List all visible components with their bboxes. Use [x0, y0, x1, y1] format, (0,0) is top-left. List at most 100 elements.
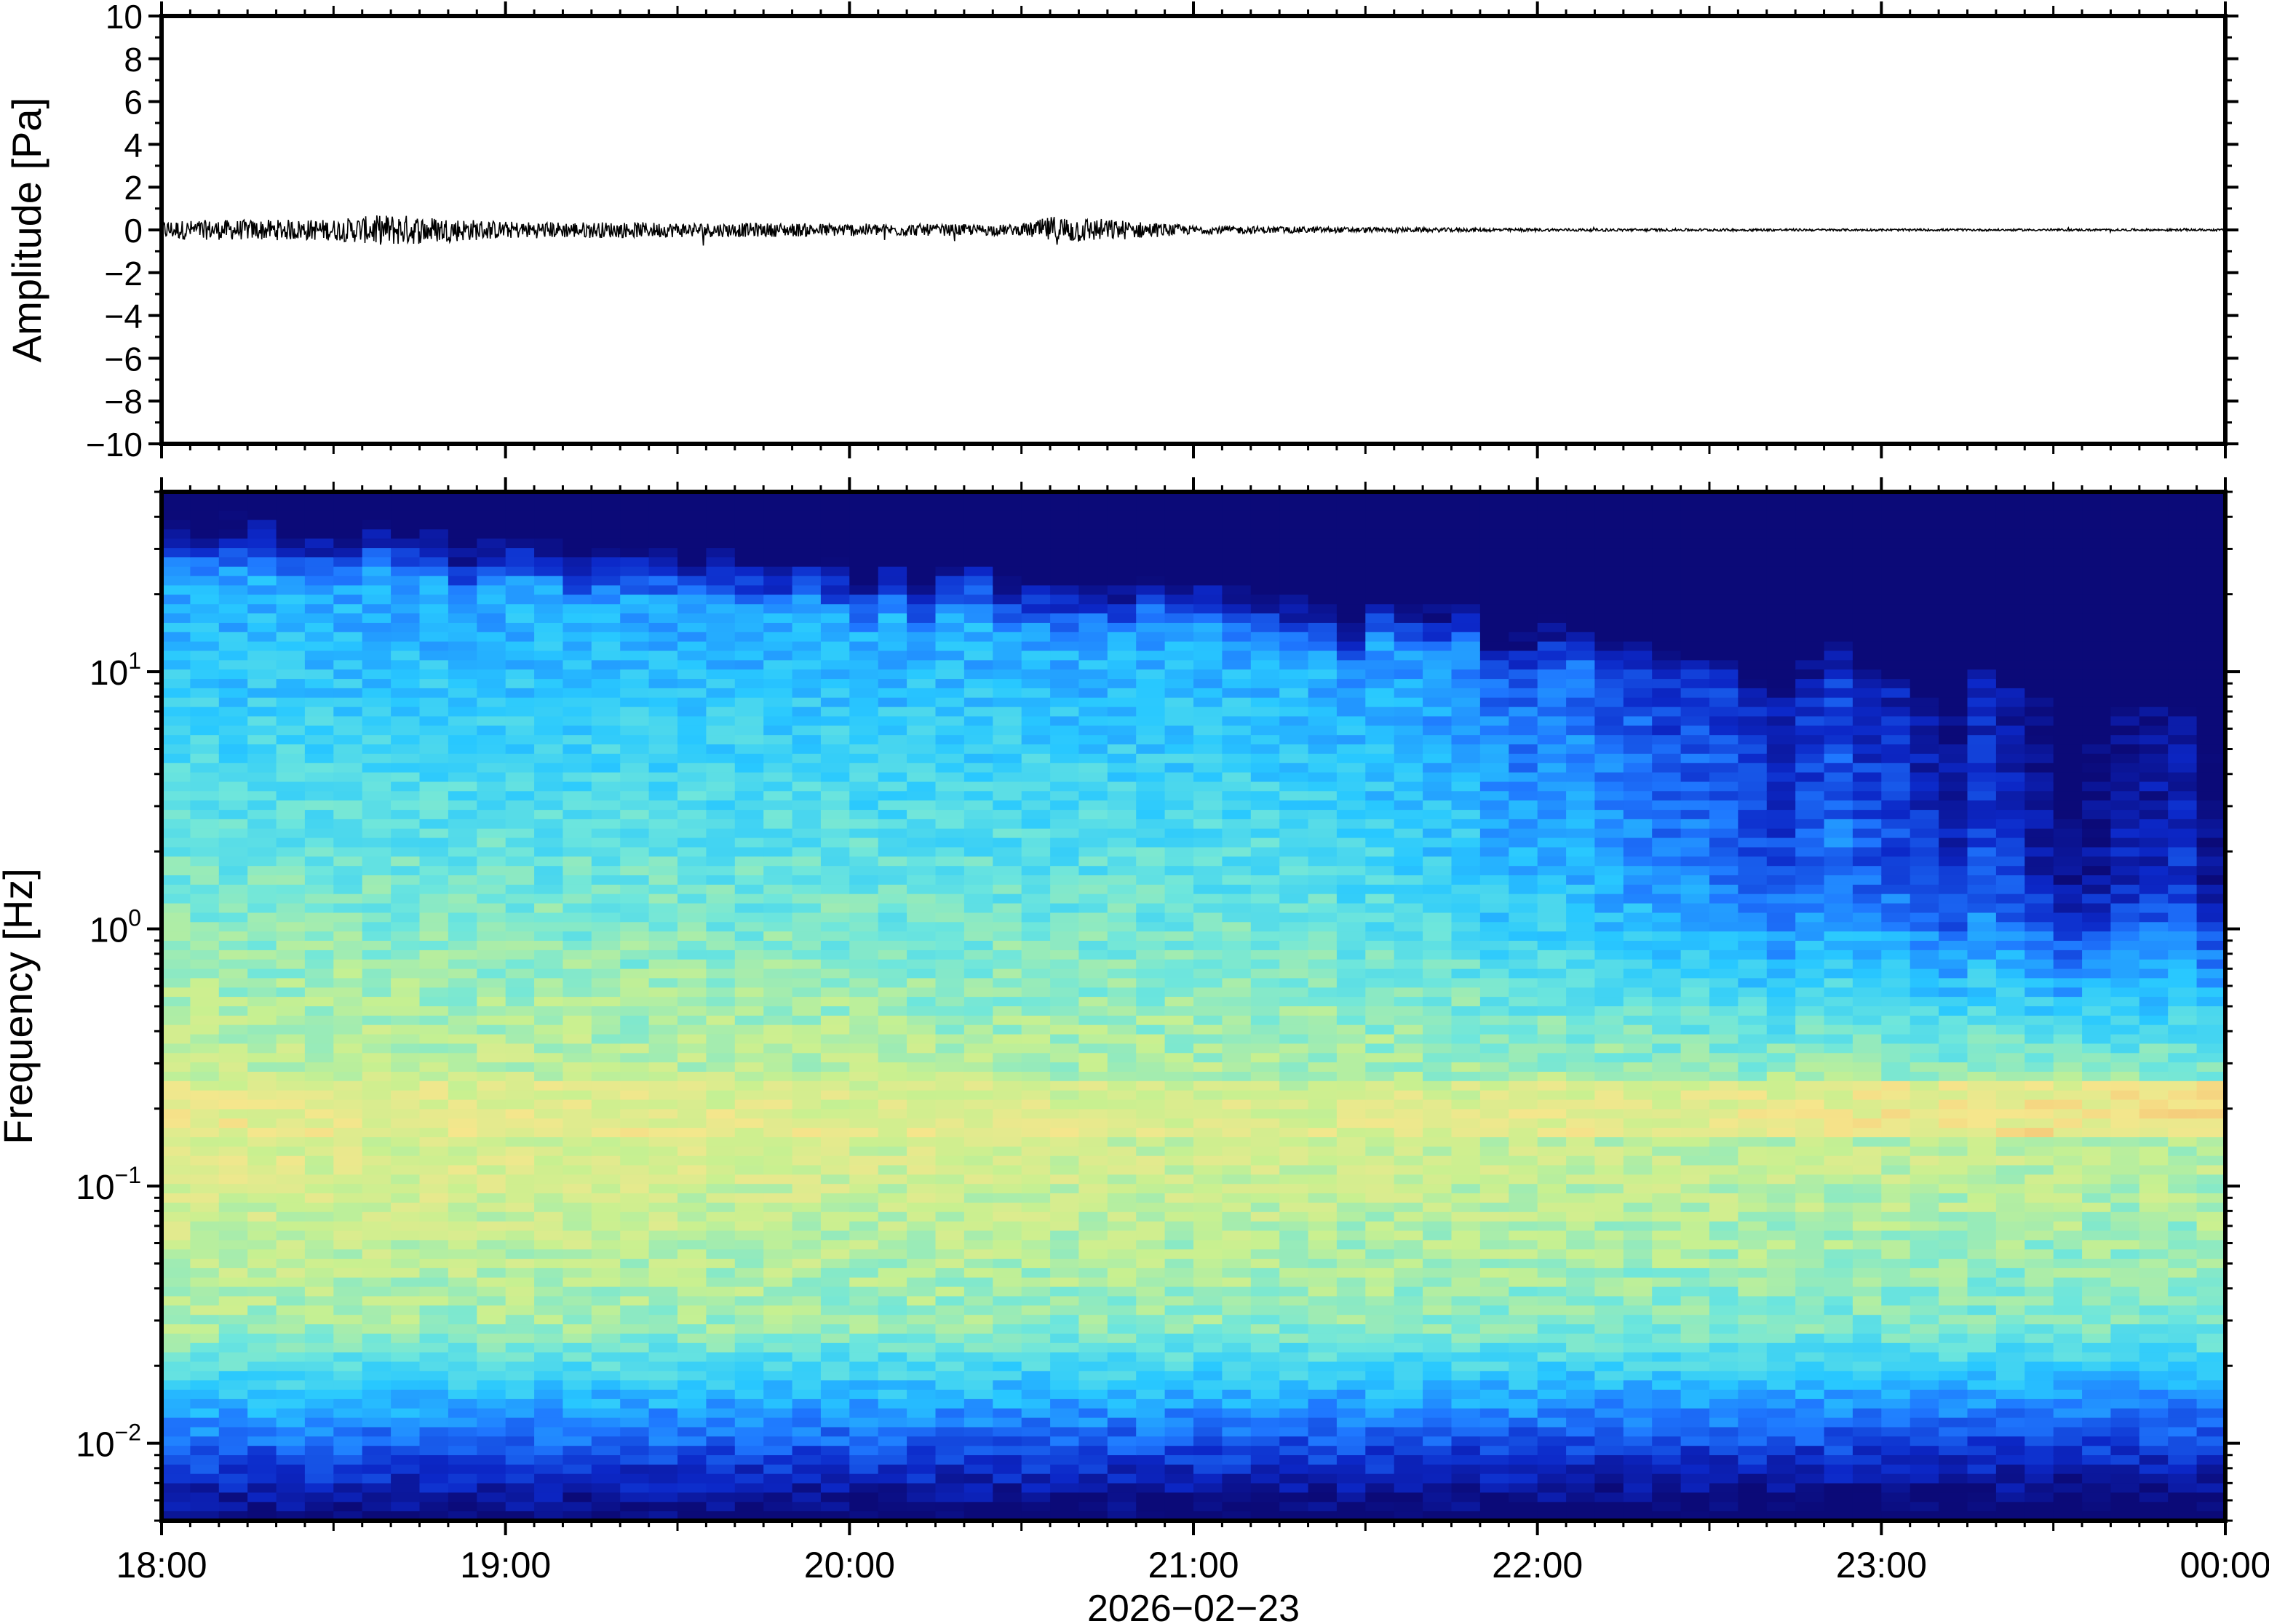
spectrogram-cell	[792, 903, 822, 914]
spectrogram-cell	[1078, 1221, 1108, 1232]
spectrogram-cell	[333, 501, 363, 512]
spectrogram-cell	[162, 941, 191, 951]
spectrogram-cell	[505, 1390, 535, 1400]
spectrogram-cell	[1279, 800, 1309, 811]
spectrogram-cell	[362, 1259, 392, 1269]
spectrogram-cell	[792, 959, 822, 970]
spectrogram-cell	[505, 538, 535, 549]
spectrogram-cell	[190, 1024, 220, 1035]
spectrogram-cell	[1021, 1390, 1051, 1400]
spectrogram-cell	[362, 950, 392, 960]
spectrogram-cell	[1365, 1024, 1395, 1035]
spectrogram-cell	[505, 1249, 535, 1259]
spectrogram-cell	[1021, 744, 1051, 755]
spectrogram-cell	[391, 791, 421, 801]
spectrogram-cell	[1107, 520, 1137, 530]
spectrogram-cell	[1308, 922, 1338, 932]
spectrogram-cell	[563, 501, 592, 512]
spectrogram-cell	[1136, 1267, 1166, 1278]
spectrogram-cell	[247, 632, 277, 642]
spectrogram-cell	[792, 1361, 822, 1372]
spectrogram-cell	[1365, 1109, 1395, 1120]
spectrogram-cell	[276, 716, 306, 727]
spectrogram-cell	[706, 1305, 736, 1315]
spectrogram-cell	[820, 548, 851, 558]
spectrogram-cell	[1279, 594, 1309, 605]
spectrogram-cell	[878, 931, 907, 942]
spectrogram-cell	[218, 781, 248, 792]
spectrogram-cell	[190, 1342, 220, 1353]
spectrogram-cell	[276, 735, 306, 745]
spectrogram-cell	[591, 1361, 621, 1372]
spectrogram-cell	[1336, 1221, 1367, 1232]
spectrogram-cell	[1021, 978, 1051, 989]
spectrogram-cell	[304, 1006, 335, 1016]
spectrogram-cell	[620, 1315, 650, 1325]
spectrogram-cell	[734, 847, 764, 858]
spectrogram-cell	[706, 1464, 736, 1475]
spectrogram-cell	[304, 725, 335, 736]
spectrogram-cell	[734, 1483, 764, 1494]
spectrogram-cell	[190, 1053, 220, 1063]
spectrogram-cell	[677, 1249, 707, 1259]
spectrogram-cell	[190, 1174, 220, 1185]
spectrogram-cell	[706, 735, 736, 745]
spectrogram-cell	[419, 1315, 449, 1325]
spectrogram-cell	[935, 1333, 965, 1344]
spectrogram-cell	[820, 1305, 851, 1315]
spectrogram-cell	[448, 1080, 478, 1091]
spectrogram-cell	[620, 650, 650, 661]
spectrogram-cell	[333, 791, 363, 801]
spectrogram-cell	[993, 1296, 1022, 1307]
spectrogram-cell	[247, 810, 277, 820]
spectrogram-cell	[1050, 1483, 1080, 1494]
spectrogram-cell	[1107, 810, 1137, 820]
spectrogram-cell	[878, 538, 907, 549]
spectrogram-cell	[391, 1380, 421, 1390]
spectrogram-cell	[993, 800, 1022, 811]
spectrogram-cell	[734, 641, 764, 652]
spectrogram-cell	[1394, 660, 1423, 671]
spectrogram-cell	[763, 922, 793, 932]
spectrogram-cell	[1078, 763, 1108, 773]
spectrogram-cell	[1193, 1090, 1223, 1101]
spectrogram-cell	[1078, 1109, 1108, 1120]
spectrogram-cell	[849, 1249, 879, 1259]
spectrogram-cell	[276, 1483, 306, 1494]
spectrogram-cell	[534, 772, 564, 783]
spectrogram-cell	[1021, 576, 1051, 586]
spectrogram-cell	[763, 594, 793, 605]
spectrogram-cell	[419, 744, 449, 755]
spectrogram-cell	[1078, 492, 1108, 502]
spectrogram-cell	[763, 1090, 793, 1101]
spectrogram-cell	[563, 660, 592, 671]
spectrogram-cell	[648, 594, 678, 605]
spectrogram-cell	[1107, 529, 1137, 540]
spectrogram-cell	[1250, 492, 1280, 502]
spectrogram-cell	[1078, 566, 1108, 577]
spectrogram-cell	[935, 594, 965, 605]
spectrogram-cell	[1107, 763, 1137, 773]
spectrogram-cell	[1279, 912, 1309, 923]
spectrogram-cell	[477, 950, 506, 960]
spectrogram-cell	[963, 1333, 994, 1344]
spectrogram-cell	[162, 566, 191, 577]
spectrogram-cell	[362, 866, 392, 876]
spectrogram-cell	[162, 725, 191, 736]
spectrogram-cell	[878, 1240, 907, 1251]
spectrogram-cell	[1164, 800, 1194, 811]
spectrogram-cell	[448, 1296, 478, 1307]
spectrogram-cell	[878, 594, 907, 605]
spectrogram-cell	[448, 744, 478, 755]
spectrogram-cell	[534, 866, 564, 876]
spectrogram-cell	[878, 1446, 907, 1456]
spectrogram-cell	[1308, 893, 1338, 904]
spectrogram-cell	[563, 1193, 592, 1203]
spectrogram-cell	[907, 1305, 937, 1315]
spectrogram-cell	[734, 819, 764, 829]
spectrogram-cell	[1308, 1202, 1338, 1213]
spectrogram-cell	[820, 1043, 851, 1054]
spectrogram-cell	[620, 1446, 650, 1456]
spectrogram-cell	[448, 1380, 478, 1390]
